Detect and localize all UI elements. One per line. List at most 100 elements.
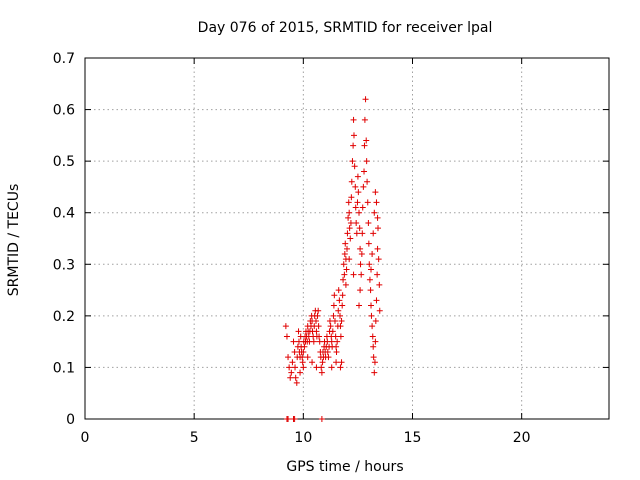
x-tick-label: 10 xyxy=(294,430,312,446)
data-point xyxy=(370,230,377,237)
data-point xyxy=(335,287,342,294)
data-point xyxy=(345,199,352,206)
data-point xyxy=(375,225,382,232)
data-point xyxy=(350,271,357,278)
x-tick-label: 15 xyxy=(404,430,422,446)
data-point xyxy=(359,230,366,237)
data-point xyxy=(354,199,361,206)
data-point xyxy=(316,333,323,340)
data-point xyxy=(330,302,337,309)
data-point xyxy=(315,323,322,330)
data-point xyxy=(363,158,370,165)
data-point xyxy=(374,271,381,278)
data-point xyxy=(364,199,371,206)
data-point xyxy=(315,307,322,314)
data-point xyxy=(297,369,304,376)
data-point xyxy=(282,323,289,330)
data-point xyxy=(375,256,382,263)
data-point xyxy=(339,302,346,309)
data-point xyxy=(358,271,365,278)
data-point xyxy=(312,318,319,325)
data-point xyxy=(340,276,347,283)
data-point xyxy=(349,158,356,165)
data-point xyxy=(356,302,363,309)
data-point xyxy=(285,354,292,361)
data-point xyxy=(359,204,366,211)
data-point xyxy=(339,292,346,299)
data-point xyxy=(374,214,381,221)
data-point xyxy=(318,416,325,422)
data-point xyxy=(357,245,364,252)
data-point xyxy=(347,220,354,227)
data-point xyxy=(343,266,350,273)
data-point xyxy=(344,230,351,237)
data-point xyxy=(332,333,339,340)
data-point xyxy=(372,338,379,345)
data-point xyxy=(350,142,357,149)
data-point xyxy=(374,245,381,252)
data-point xyxy=(350,132,357,139)
data-point xyxy=(365,240,372,247)
data-point xyxy=(353,220,360,227)
data-point xyxy=(369,323,376,330)
y-tick-label: 0.5 xyxy=(53,154,75,170)
data-point xyxy=(299,354,306,361)
data-point xyxy=(331,292,338,299)
data-point xyxy=(342,240,349,247)
data-point xyxy=(287,374,294,381)
data-point xyxy=(372,189,379,196)
data-point xyxy=(364,178,371,185)
data-point xyxy=(352,183,359,190)
data-point xyxy=(372,318,379,325)
data-point xyxy=(347,235,354,242)
data-point xyxy=(346,225,353,232)
x-axis-label: GPS time / hours xyxy=(286,459,403,475)
data-point xyxy=(368,312,375,319)
tick-labels: 0 5 10 15 20 0 0.1 0.2 0.3 0.4 0.5 0.6 0.7 xyxy=(53,51,531,446)
grid-lines xyxy=(85,58,609,419)
data-point xyxy=(337,364,344,371)
y-tick-label: 0.2 xyxy=(53,309,75,325)
data-point xyxy=(370,354,377,361)
data-point xyxy=(376,281,383,288)
data-point xyxy=(356,225,363,232)
y-tick-label: 0 xyxy=(66,412,75,428)
data-point xyxy=(335,307,342,314)
plot-frame xyxy=(84,57,610,420)
data-point xyxy=(337,333,344,340)
data-points xyxy=(282,96,383,422)
data-point xyxy=(357,261,364,268)
axis-ticks xyxy=(84,57,609,420)
data-point xyxy=(346,209,353,216)
data-point xyxy=(352,204,359,211)
data-point xyxy=(371,209,378,216)
data-point xyxy=(353,230,360,237)
data-point xyxy=(334,338,341,345)
data-point xyxy=(331,318,338,325)
data-point xyxy=(368,266,375,273)
data-point xyxy=(291,416,298,422)
data-point xyxy=(292,374,299,381)
data-point xyxy=(300,364,307,371)
data-point xyxy=(304,354,311,361)
data-point xyxy=(333,348,340,355)
data-point xyxy=(314,312,321,319)
data-point xyxy=(329,328,336,335)
data-point xyxy=(361,116,368,123)
data-point xyxy=(365,220,372,227)
data-point xyxy=(310,338,317,345)
data-point xyxy=(292,364,299,371)
data-point xyxy=(369,333,376,340)
data-point xyxy=(358,250,365,257)
data-point xyxy=(319,359,326,366)
data-point xyxy=(337,323,344,330)
data-point xyxy=(361,168,368,175)
data-point xyxy=(290,338,297,345)
data-point xyxy=(346,256,353,263)
data-point xyxy=(289,359,296,366)
data-point xyxy=(344,245,350,252)
y-tick-label: 0.4 xyxy=(53,206,75,222)
data-point xyxy=(283,333,290,340)
y-tick-label: 0.7 xyxy=(53,51,75,67)
